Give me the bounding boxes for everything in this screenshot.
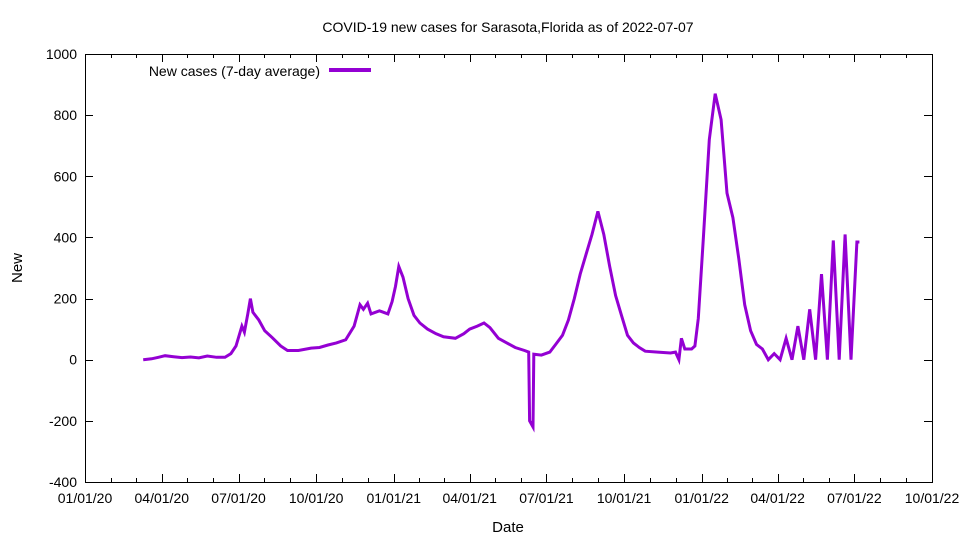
y-tick-label: 200 — [54, 291, 78, 307]
chart-title: COVID-19 new cases for Sarasota,Florida … — [322, 19, 693, 35]
plot-frame — [85, 54, 933, 483]
y-tick-label: -400 — [49, 474, 77, 490]
y-tick-label: 800 — [54, 107, 78, 123]
legend: New cases (7-day average) — [149, 63, 371, 79]
x-tick-label: 04/01/22 — [750, 490, 805, 506]
y-tick-label: 600 — [54, 168, 78, 184]
series-line — [143, 93, 860, 433]
x-tick-label: 01/01/20 — [58, 490, 113, 506]
y-tick-label: 0 — [69, 352, 77, 368]
ticks-layer: -400 -200 0 200 400 600 800 1000 01/01/20 04/01/2… — [46, 46, 960, 506]
x-tick-label: 04/01/21 — [442, 490, 497, 506]
x-tick-label: 10/01/21 — [597, 490, 652, 506]
x-tick-label: 07/01/22 — [827, 490, 882, 506]
x-tick-label: 01/01/22 — [674, 490, 729, 506]
x-tick-label: 10/01/22 — [905, 490, 960, 506]
x-axis-title: Date — [492, 519, 524, 536]
x-tick-label: 07/01/21 — [519, 490, 574, 506]
legend-label: New cases (7-day average) — [149, 63, 320, 79]
y-tick-label: 1000 — [46, 46, 77, 62]
x-tick-label: 01/01/21 — [367, 490, 422, 506]
y-axis-title: New — [9, 253, 26, 283]
y-tick-label: 400 — [54, 229, 78, 245]
series-layer — [143, 93, 860, 433]
x-tick-label: 04/01/20 — [135, 490, 190, 506]
y-tick-label: -200 — [49, 413, 77, 429]
x-tick-label: 10/01/20 — [289, 490, 344, 506]
x-tick-label: 07/01/20 — [211, 490, 266, 506]
